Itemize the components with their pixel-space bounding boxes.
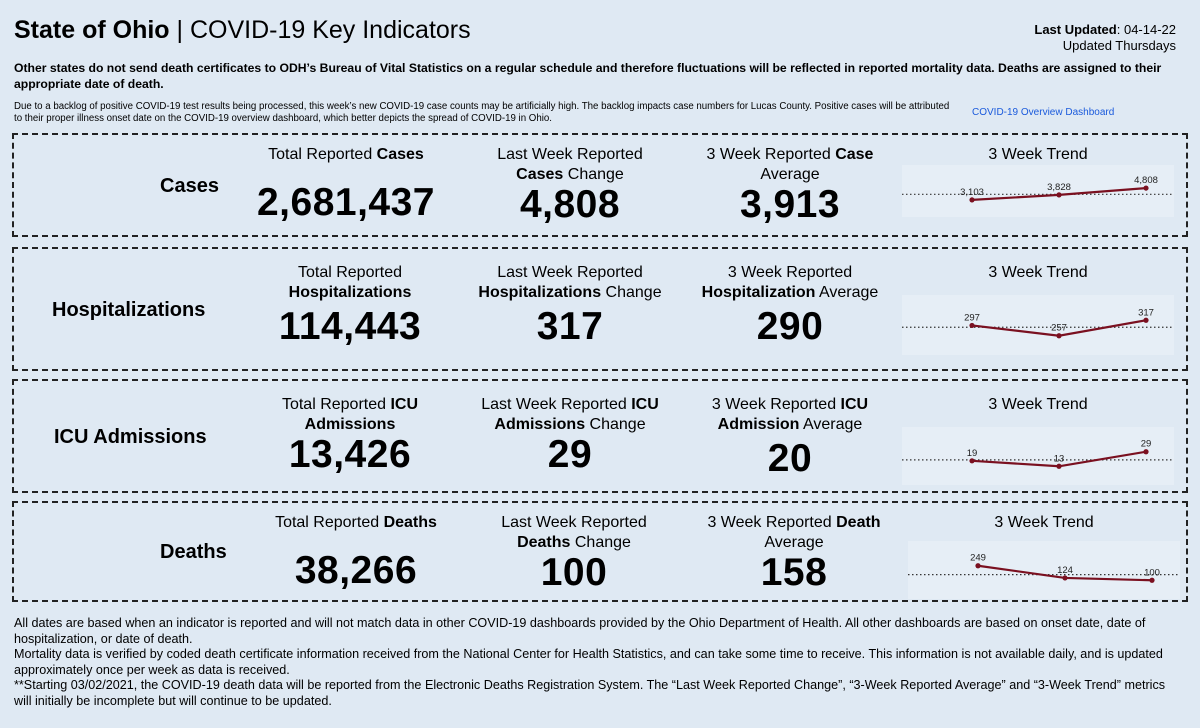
cases-trend-label: 3 Week Trend xyxy=(988,146,1088,163)
last-updated: Last Updated: 04-14-22 Updated Thursdays xyxy=(1034,22,1176,54)
icu-trend-label: 3 Week Trend xyxy=(988,396,1088,413)
hospitalizations-panel: Hospitalizations Total Reported Hospitali… xyxy=(12,247,1188,371)
trend-point-label: 124 xyxy=(1057,565,1073,576)
last-updated-value: : 04-14-22 xyxy=(1116,22,1176,37)
cases-panel-label: Cases xyxy=(160,175,219,197)
trend-point xyxy=(1056,333,1062,339)
hospitalizations-trend-chart: 297 257 317 xyxy=(902,295,1174,355)
trend-point-label: 317 xyxy=(1138,307,1154,318)
page-header: State of Ohio | COVID-19 Key Indicators … xyxy=(14,14,1186,53)
trend-point-label: 3,828 xyxy=(1047,182,1071,193)
hospitalizations-trend-label: 3 Week Trend xyxy=(988,264,1088,281)
deaths-trend: 3 Week Trend 249 124 100 xyxy=(908,513,1180,599)
hospitalizations-panel-label: Hospitalizations xyxy=(52,299,206,321)
deaths-change-value: 100 xyxy=(540,551,608,594)
trend-point xyxy=(1143,185,1149,191)
trend-point-label: 249 xyxy=(970,553,986,564)
deaths-trend-chart: 249 124 100 xyxy=(908,541,1180,599)
total-deaths-value: 38,266 xyxy=(294,549,418,592)
deaths-average-metric: 3 Week Reported Death Average 158 xyxy=(694,513,894,595)
icu-panel: ICU Admissions Total Reported ICU Admissi… xyxy=(12,379,1188,493)
trend-point xyxy=(975,563,981,569)
deaths-panel: Deaths Total Reported Deaths 38,266 Last… xyxy=(12,501,1188,602)
icu-change-label: Last Week Reported ICU Admissions Change xyxy=(481,396,659,433)
hospitalizations-average-metric: 3 Week Reported Hospitalization Average 2… xyxy=(690,263,890,349)
overview-dashboard-link[interactable]: COVID-19 Overview Dashboard xyxy=(972,107,1115,118)
deaths-change-label: Last Week Reported Deaths Change xyxy=(501,514,647,551)
cases-change-label: Last Week Reported Cases Change xyxy=(497,146,643,183)
deaths-change-metric: Last Week Reported Deaths Change 100 xyxy=(476,513,672,595)
total-cases-metric: Total Reported Cases 2,681,437 xyxy=(246,145,446,225)
trend-point-label: 19 xyxy=(967,448,978,459)
footer-note-edrs: **Starting 03/02/2021, the COVID-19 deat… xyxy=(14,678,1166,708)
trend-point xyxy=(1056,463,1062,469)
icu-average-metric: 3 Week Reported ICU Admission Average 20 xyxy=(690,395,890,481)
trend-point xyxy=(969,197,975,203)
total-icu-value: 13,426 xyxy=(288,433,412,476)
cases-change-value: 4,808 xyxy=(519,183,621,226)
title-text: COVID-19 Key Indicators xyxy=(189,16,471,44)
icu-panel-label: ICU Admissions xyxy=(54,426,207,448)
trend-point-label: 3,103 xyxy=(960,187,984,198)
title-state: State of Ohio xyxy=(14,16,170,44)
trend-point xyxy=(1062,575,1068,581)
trend-point-label: 297 xyxy=(964,312,980,323)
last-updated-label: Last Updated xyxy=(1034,22,1117,37)
total-hospitalizations-label: Total Reported Hospitalizations xyxy=(288,264,412,301)
deaths-panel-label: Deaths xyxy=(160,541,227,563)
icu-change-metric: Last Week Reported ICU Admissions Change … xyxy=(470,395,670,477)
deaths-average-label: 3 Week Reported Death Average xyxy=(707,514,881,551)
trend-point xyxy=(969,322,975,329)
trend-point xyxy=(1143,317,1149,323)
icu-trend-chart: 19 13 29 xyxy=(902,427,1174,485)
total-icu-label: Total Reported ICU Admissions xyxy=(281,396,419,433)
hospitalizations-change-label: Last Week Reported Hospitalizations Chang… xyxy=(478,264,662,301)
title-separator: | xyxy=(169,16,190,44)
footer-note-mortality: Mortality data is verified by coded deat… xyxy=(14,647,1163,677)
hospitalizations-trend: 3 Week Trend 297 257 317 xyxy=(902,263,1174,355)
trend-point-label: 257 xyxy=(1051,323,1067,334)
trend-point-label: 4,808 xyxy=(1134,175,1158,186)
hospitalizations-average-value: 290 xyxy=(756,305,824,348)
hospitalizations-change-value: 317 xyxy=(536,305,604,348)
update-schedule: Updated Thursdays xyxy=(1062,38,1176,53)
trend-point xyxy=(1056,192,1062,198)
cases-average-label: 3 Week Reported Case Average xyxy=(706,146,874,183)
total-icu-metric: Total Reported ICU Admissions 13,426 xyxy=(250,395,450,477)
cases-trend-chart: 3,103 3,828 4,808 xyxy=(902,165,1174,217)
trend-point-label: 29 xyxy=(1141,439,1152,450)
total-cases-value: 2,681,437 xyxy=(256,181,435,224)
cases-average-metric: 3 Week Reported Case Average 3,913 xyxy=(690,145,890,227)
deaths-average-value: 158 xyxy=(760,551,828,594)
total-deaths-label: Total Reported Deaths xyxy=(275,514,437,531)
page-title: State of Ohio | COVID-19 Key Indicators xyxy=(14,14,1186,46)
cases-average-value: 3,913 xyxy=(739,183,841,226)
deaths-trend-label: 3 Week Trend xyxy=(994,514,1094,531)
total-cases-label: Total Reported Cases xyxy=(268,146,424,163)
trend-point xyxy=(1149,577,1155,583)
death-certificate-notice: Other states do not send death certifica… xyxy=(14,61,1162,91)
cases-change-metric: Last Week Reported Cases Change 4,808 xyxy=(472,145,668,227)
total-hospitalizations-metric: Total Reported Hospitalizations 114,443 xyxy=(250,263,450,349)
trend-point xyxy=(1143,449,1149,455)
cases-panel: Cases Total Reported Cases 2,681,437 Las… xyxy=(12,133,1188,237)
trend-point-label: 13 xyxy=(1054,453,1065,464)
icu-average-label: 3 Week Reported ICU Admission Average xyxy=(711,396,869,433)
trend-point-label: 100 xyxy=(1144,567,1160,578)
icu-change-value: 29 xyxy=(547,433,593,476)
hospitalizations-average-label: 3 Week Reported Hospitalization Average xyxy=(701,264,879,301)
icu-average-value: 20 xyxy=(767,437,813,480)
backlog-notice: Due to a backlog of positive COVID-19 te… xyxy=(14,101,950,124)
hospitalizations-change-metric: Last Week Reported Hospitalizations Chang… xyxy=(470,263,670,349)
footer-notes: All dates are based when an indicator is… xyxy=(14,616,1186,709)
trend-point xyxy=(969,458,975,464)
icu-trend: 3 Week Trend 19 13 29 xyxy=(902,395,1174,485)
total-hospitalizations-value: 114,443 xyxy=(278,305,422,348)
total-deaths-metric: Total Reported Deaths 38,266 xyxy=(256,513,456,593)
footer-note-dates: All dates are based when an indicator is… xyxy=(14,616,1146,646)
cases-trend: 3 Week Trend 3,103 3,828 4,808 xyxy=(902,145,1174,217)
